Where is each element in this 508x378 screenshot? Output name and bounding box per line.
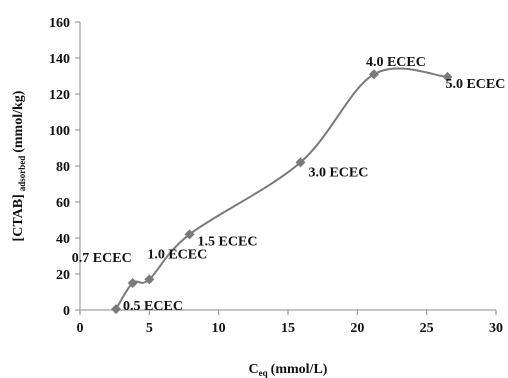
data-point-marker	[144, 274, 155, 285]
series-line	[115, 67, 448, 310]
x-tick-label: 15	[281, 321, 295, 336]
y-tick-label: 140	[49, 52, 70, 67]
data-point-label: 0.7 ECEC	[72, 251, 132, 266]
y-axis-ticks: 0 20 40 60 80 100 120 140 160	[49, 16, 80, 319]
y-tick-label: 160	[49, 16, 70, 31]
x-tick-label: 20	[350, 321, 364, 336]
x-tick-label: 30	[489, 321, 503, 336]
y-tick-label: 20	[56, 268, 70, 283]
y-tick-label: 100	[49, 124, 70, 139]
data-point-label: 0.5 ECEC	[123, 299, 183, 314]
data-point-label: 1.0 ECEC	[147, 247, 207, 262]
data-point-marker	[295, 157, 306, 168]
data-point-marker	[368, 69, 379, 80]
data-point-marker	[184, 229, 195, 240]
y-axis-label: [CTAB]adsorbed(mmol/kg)	[11, 90, 27, 241]
y-tick-label: 80	[56, 160, 70, 175]
data-point-label: 1.5 ECEC	[198, 234, 258, 249]
x-tick-label: 25	[420, 321, 434, 336]
data-point-marker	[111, 304, 122, 315]
data-point-label: 5.0 ECEC	[445, 77, 505, 92]
x-axis-ticks: 0 5 10 15 20 25 30	[77, 310, 503, 336]
data-point-marker	[127, 278, 138, 288]
y-tick-label: 40	[56, 232, 70, 247]
data-point-marker	[442, 71, 453, 82]
y-tick-label: 60	[56, 196, 70, 211]
y-tick-label: 0	[63, 304, 70, 319]
x-tick-label: 5	[146, 321, 153, 336]
y-tick-label: 120	[49, 88, 70, 103]
x-tick-label: 0	[77, 321, 84, 336]
series-markers	[111, 69, 453, 315]
data-point-label: 3.0 ECEC	[308, 165, 368, 180]
x-axis-label: Ceq (mmol/L)	[249, 362, 328, 378]
data-point-label: 4.0 ECEC	[366, 55, 426, 70]
x-tick-label: 10	[212, 321, 226, 336]
